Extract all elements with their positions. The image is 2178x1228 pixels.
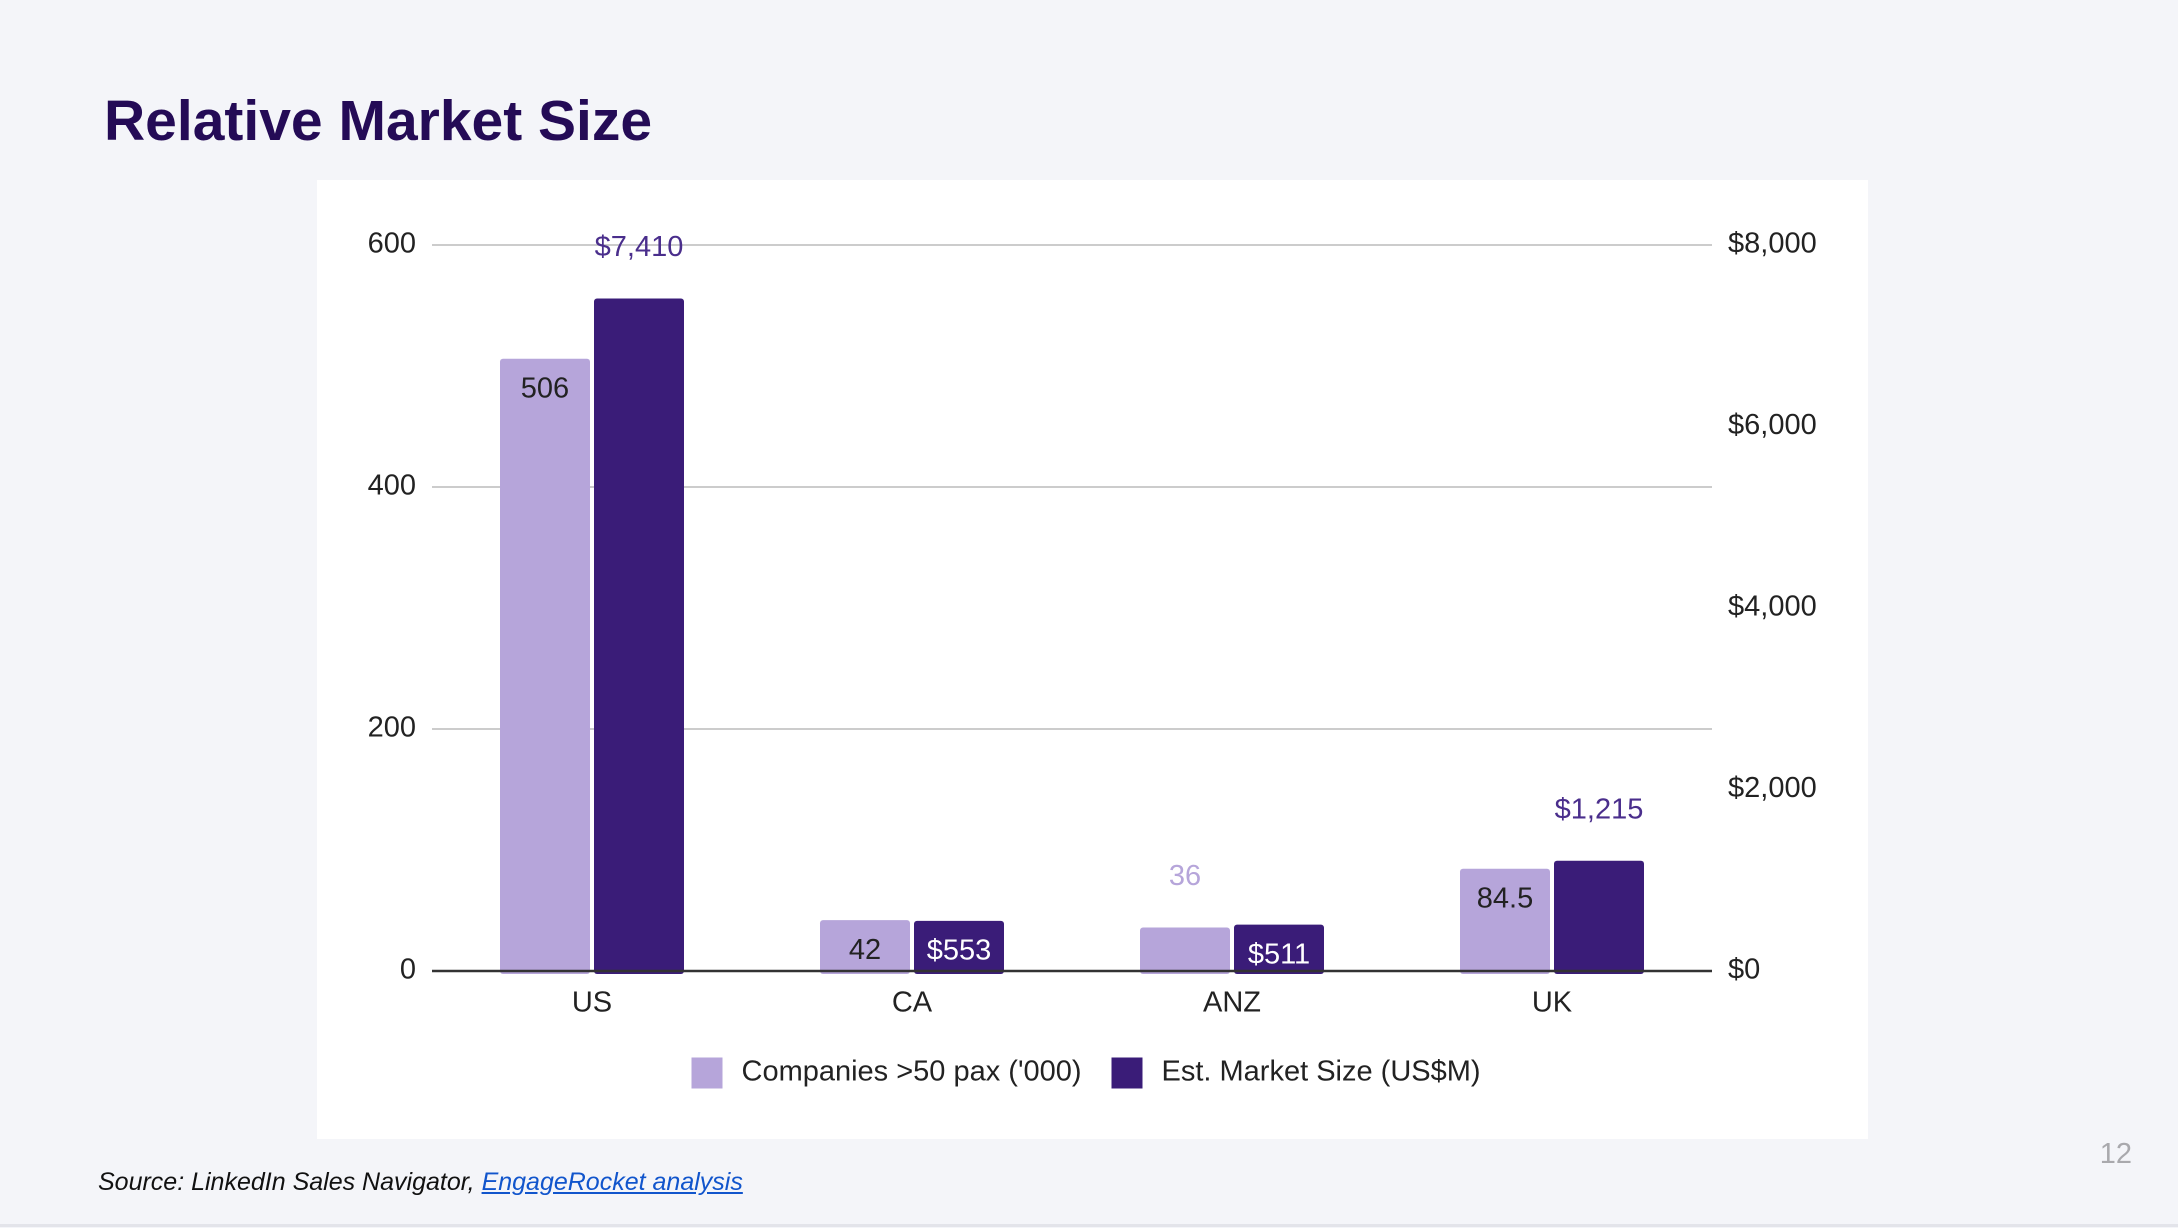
source-note: Source: LinkedIn Sales Navigator, Engage… [98,1168,743,1197]
chart-svg: 0 200 400 600 $0 $2,000 $4,000 $6,000 $8,000 506 $… [368,228,1817,1089]
source-prefix: Source: LinkedIn Sales Navigator, [98,1168,482,1196]
legend-label-companies: Companies >50 pax ('000) [742,1056,1082,1088]
category-label: CA [892,987,933,1019]
data-label-market-size: $511 [1248,938,1310,970]
left-axis-tick-label: 400 [368,470,416,502]
right-axis-tick-label: $0 [1728,954,1760,986]
data-label-companies: 84.5 [1477,882,1533,914]
left-axis-tick-label: 200 [368,712,416,744]
legend-label-market-size: Est. Market Size (US$M) [1162,1056,1481,1088]
market-size-chart: 0 200 400 600 $0 $2,000 $4,000 $6,000 $8,000 506 $… [317,180,1868,1139]
right-axis-tick-label: $2,000 [1728,772,1817,804]
bar-market-size [1554,860,1644,974]
data-label-market-size: $1,215 [1555,793,1644,825]
page-number: 12 [2099,1138,2132,1170]
left-axis-tick-label: 600 [368,228,416,260]
bar-companies [1460,868,1550,974]
bar-companies [1140,927,1230,974]
category-label: US [572,987,612,1019]
data-label-market-size: $7,410 [595,231,684,263]
bar-companies [500,358,590,974]
bar-companies [820,920,910,974]
data-label-companies: 506 [521,372,569,404]
legend-swatch-market-size [1111,1057,1143,1089]
right-axis-tick-label: $8,000 [1728,228,1817,260]
right-axis-tick-label: $6,000 [1728,409,1817,441]
left-axis-tick-label: 0 [400,954,416,986]
bar-market-size [1234,924,1324,974]
data-label-market-size: $553 [927,934,992,966]
bar-market-size [594,298,684,975]
bottom-divider [0,1224,2178,1227]
source-link[interactable]: EngageRocket analysis [481,1168,743,1196]
data-label-companies: 42 [849,934,881,966]
data-label-companies: 36 [1169,860,1201,892]
category-label: UK [1532,987,1573,1019]
category-label: ANZ [1203,987,1261,1019]
right-axis-tick-label: $4,000 [1728,591,1817,623]
bar-market-size [914,920,1004,974]
legend-swatch-companies [691,1057,723,1089]
slide-title: Relative Market Size [104,89,653,153]
